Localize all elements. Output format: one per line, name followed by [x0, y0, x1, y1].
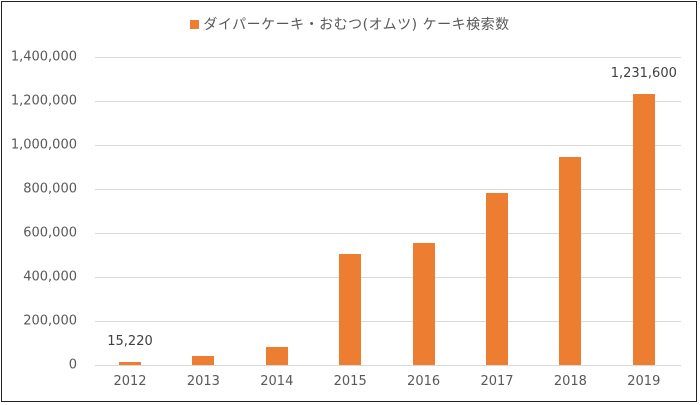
data-label-2019: 1,231,600 [610, 66, 677, 82]
y-axis-tick-label: 1,000,000 [10, 137, 77, 153]
y-axis-tick-label: 1,400,000 [10, 49, 77, 65]
x-axis-tick-label: 2012 [113, 374, 147, 389]
gridline [95, 189, 681, 190]
bar-2015[interactable] [339, 253, 362, 365]
x-axis-tick-label: 2014 [260, 374, 294, 389]
data-label-2012: 15,220 [107, 333, 153, 349]
bar-2013[interactable] [192, 356, 215, 365]
x-axis-tick-label: 2018 [553, 374, 587, 389]
x-axis-tick-label: 2015 [333, 374, 367, 389]
x-axis-tick-label: 2017 [480, 374, 514, 389]
gridline [95, 101, 681, 102]
bar-2017[interactable] [486, 192, 508, 365]
bar-2012[interactable] [119, 361, 141, 365]
x-axis-tick-label: 2013 [186, 374, 220, 389]
bar-2016[interactable] [412, 242, 435, 365]
gridline [95, 57, 681, 58]
gridline [95, 145, 681, 146]
gridline [95, 321, 681, 322]
bar-2019[interactable] [632, 94, 655, 365]
y-axis-tick-label: 600,000 [23, 225, 77, 241]
y-axis-tick-label: 1,200,000 [10, 93, 77, 109]
x-axis-tick-label: 2016 [407, 374, 441, 389]
y-axis-tick-label: 400,000 [23, 269, 77, 285]
bar-2014[interactable] [265, 346, 288, 365]
gridline [95, 365, 681, 366]
y-axis-tick-label: 800,000 [23, 181, 77, 197]
gridline [95, 277, 681, 278]
x-axis-tick-label: 2019 [627, 374, 661, 389]
chart-legend: ダイパーケーキ・おむつ(オムツ) ケーキ検索数 [0, 14, 700, 34]
legend-label: ダイパーケーキ・おむつ(オムツ) ケーキ検索数 [203, 17, 510, 33]
y-axis-tick-label: 0 [68, 357, 77, 373]
bar-2018[interactable] [559, 157, 582, 365]
gridline [95, 233, 681, 234]
y-axis-tick-label: 200,000 [23, 313, 77, 329]
legend-swatch-icon [190, 20, 200, 29]
